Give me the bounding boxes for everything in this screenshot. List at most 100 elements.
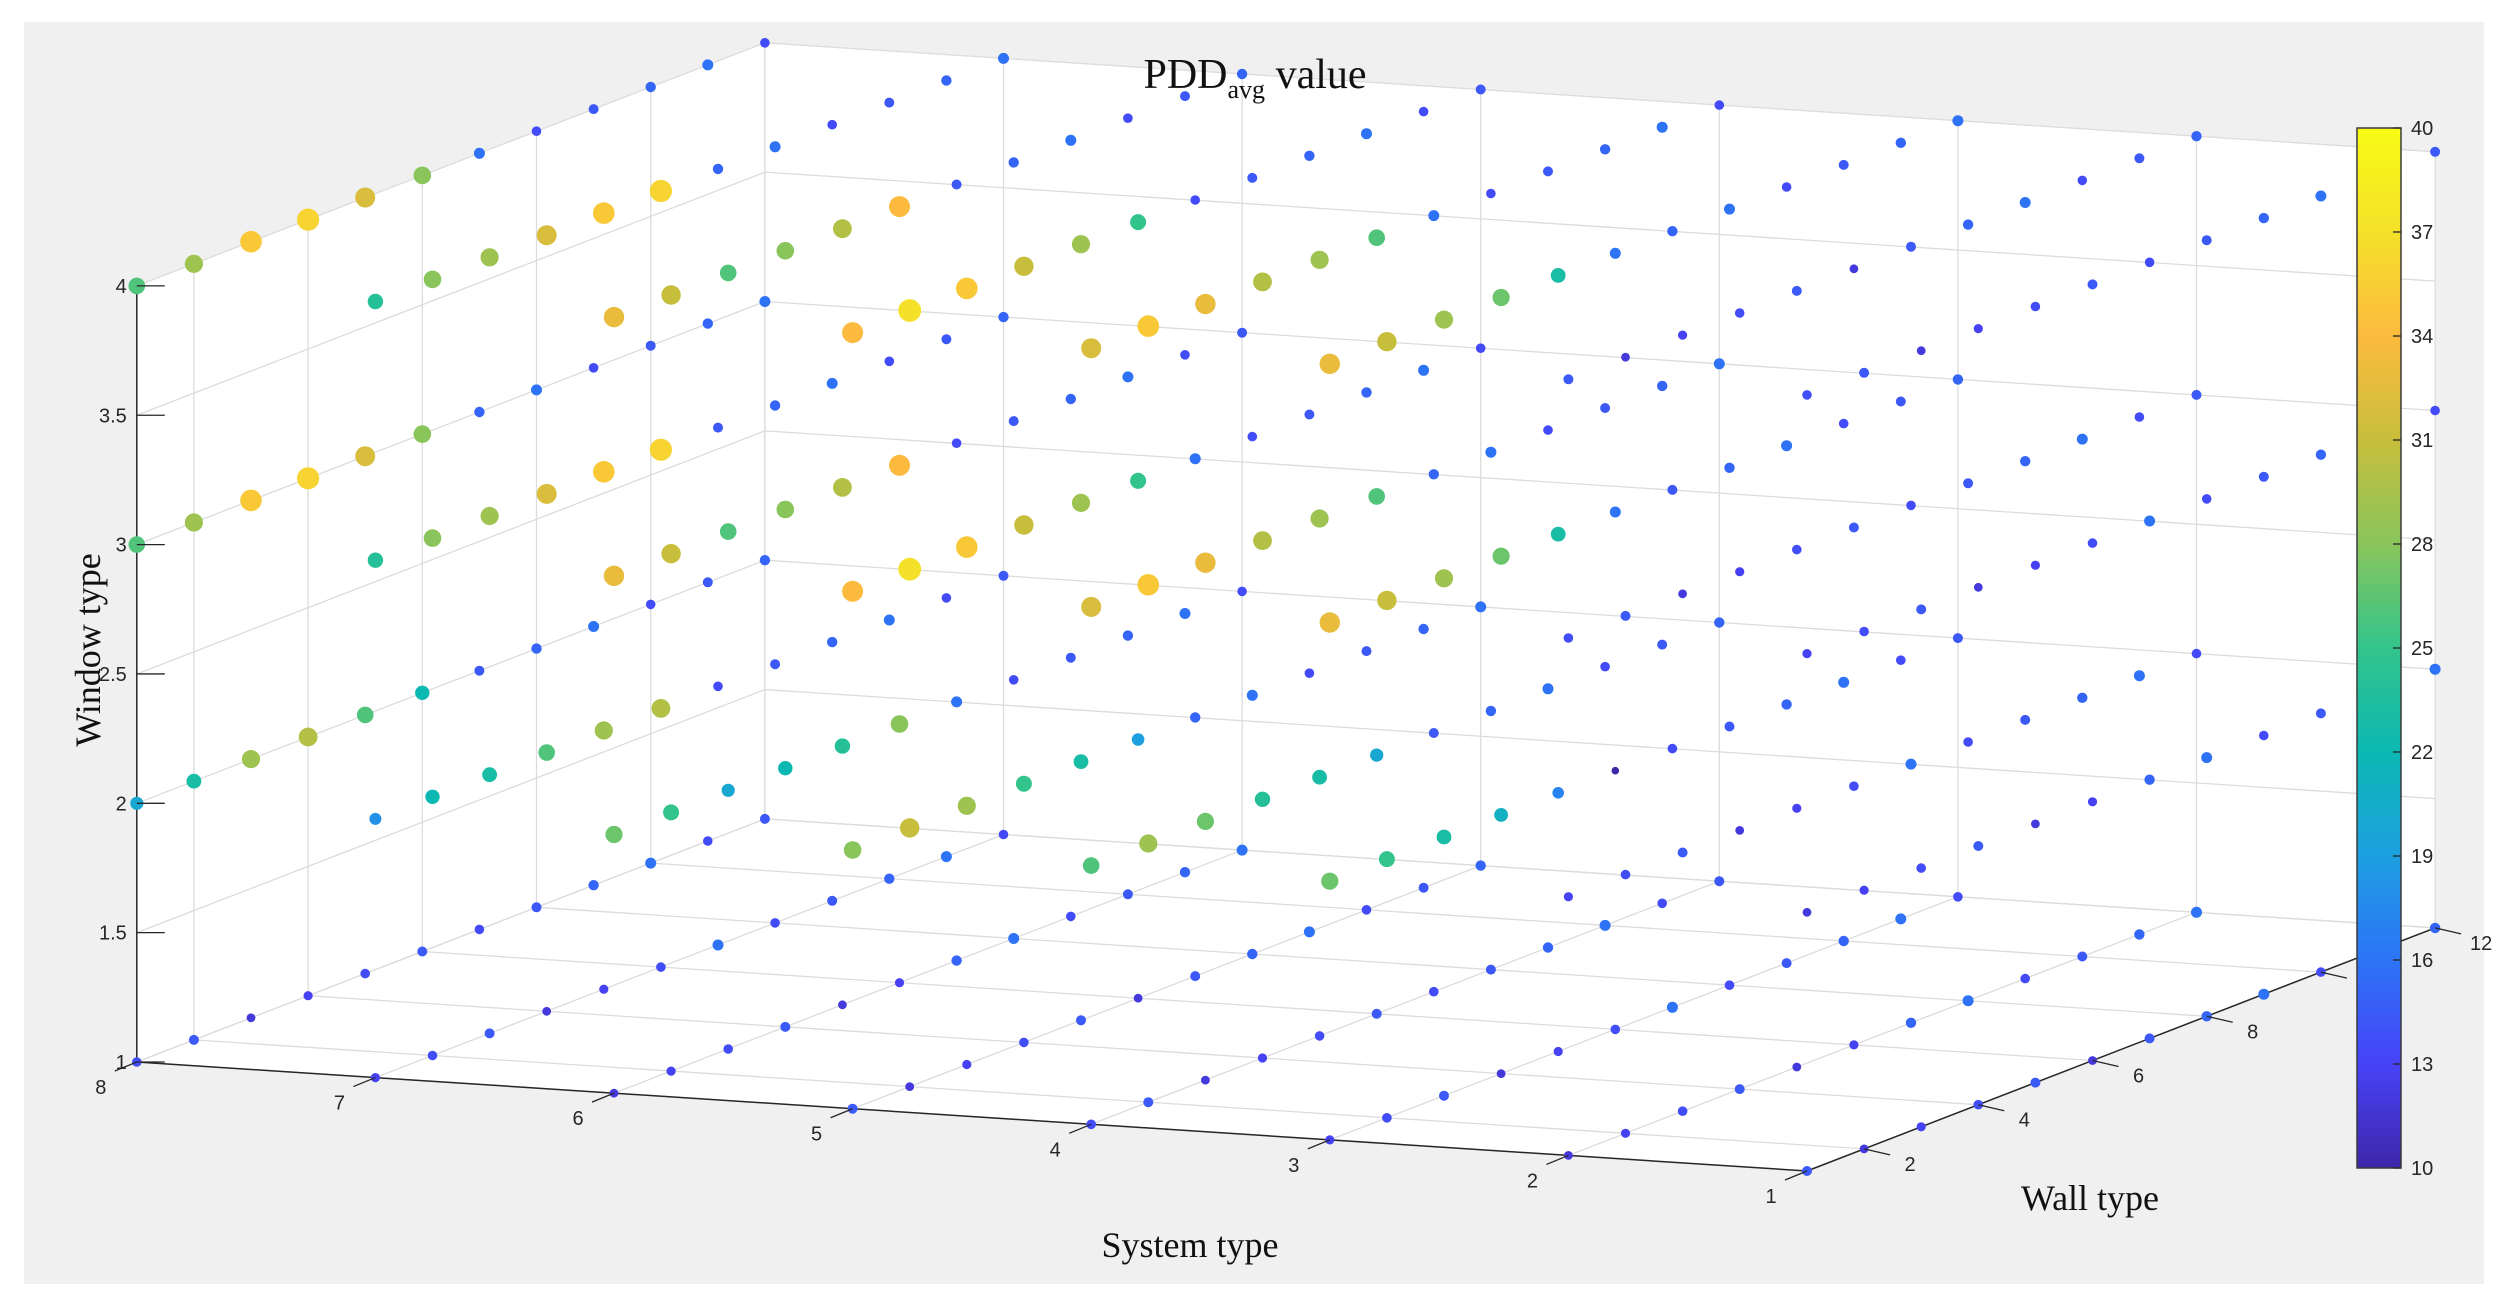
scatter-point	[2087, 797, 2098, 807]
scatter-point	[759, 555, 771, 566]
scatter-point	[1906, 500, 1916, 511]
scatter-point	[1081, 596, 1102, 617]
scatter-point	[1429, 986, 1439, 997]
grid-back-z	[764, 818, 2436, 929]
scatter-point	[1563, 892, 1573, 902]
scatter-point	[1973, 324, 1983, 334]
scatter-point	[847, 1103, 858, 1114]
scatter-point	[842, 322, 864, 344]
scatter-point	[759, 296, 771, 307]
grid-floor-x	[613, 849, 1243, 1094]
x-tick-mark	[1784, 1170, 1808, 1181]
scatter-point	[2144, 515, 2156, 527]
scatter-point	[531, 902, 542, 913]
scatter-point	[760, 38, 770, 48]
scatter-point	[536, 225, 557, 246]
scatter-point	[1667, 484, 1678, 495]
scatter-point	[1246, 689, 1258, 701]
scatter-point	[2020, 714, 2031, 725]
scatter-point	[2030, 1077, 2041, 1088]
scatter-point	[1368, 229, 1385, 246]
scatter-point	[998, 829, 1009, 840]
scatter-point	[1962, 995, 1974, 1007]
scatter-point	[1303, 926, 1315, 938]
scatter-point	[1492, 547, 1510, 565]
scatter-point	[1600, 661, 1610, 672]
scatter-point	[1418, 364, 1430, 376]
scatter-point	[1905, 1017, 1917, 1028]
scatter-point	[240, 230, 262, 253]
scatter-point	[649, 438, 673, 461]
scatter-point	[663, 804, 680, 821]
scatter-point	[1076, 1015, 1086, 1026]
y-axis-line	[1806, 927, 2436, 1172]
scatter-point	[474, 924, 485, 935]
scatter-point	[297, 467, 320, 490]
scatter-point	[2258, 471, 2269, 482]
scatter-point	[297, 208, 320, 231]
y-tick-mark	[2092, 1059, 2119, 1068]
scatter-point	[536, 483, 557, 504]
scatter-point	[900, 818, 920, 838]
scatter-point	[2020, 973, 2030, 984]
scatter-point	[1247, 431, 1258, 442]
scatter-point	[2258, 212, 2269, 224]
scatter-point	[2191, 906, 2202, 918]
scatter-point	[1802, 390, 1812, 400]
scatter-point	[1382, 1113, 1392, 1123]
x-tick-mark	[1307, 1139, 1331, 1150]
scatter-point	[1236, 68, 1248, 80]
scatter-point	[1916, 604, 1927, 615]
colorbar-tick-label: 22	[2411, 742, 2433, 764]
scatter-point	[1620, 1128, 1631, 1138]
scatter-point	[951, 179, 962, 190]
scatter-point	[1361, 387, 1372, 398]
scatter-point	[941, 75, 952, 86]
scatter-point	[599, 984, 609, 994]
scatter-point	[1859, 885, 1869, 895]
scatter-point	[1475, 860, 1486, 871]
scatter-point	[1781, 699, 1792, 710]
colorbar-tick-label: 37	[2411, 222, 2433, 244]
scatter-point	[1418, 623, 1429, 635]
scatter-point	[1418, 106, 1429, 117]
scatter-point	[723, 1044, 733, 1054]
scatter-point	[940, 851, 952, 863]
scatter-point	[2030, 301, 2041, 312]
scatter-point	[2191, 648, 2202, 659]
scatter-point	[1319, 612, 1341, 633]
scatter-point	[1253, 272, 1272, 292]
scatter-point	[1620, 610, 1631, 621]
scatter-point	[1963, 478, 1974, 489]
scatter-point	[2030, 560, 2040, 570]
scatter-point	[367, 552, 384, 568]
scatter-point	[827, 636, 838, 648]
scatter-point	[884, 97, 895, 108]
colorbar-tick-label: 25	[2411, 638, 2433, 660]
scatter-point	[2315, 449, 2327, 460]
y-tick-mark	[2320, 971, 2348, 979]
grid-side-z	[136, 559, 766, 804]
scatter-point	[833, 478, 852, 497]
scatter-point	[1916, 863, 1926, 873]
scatter-point	[2191, 131, 2202, 142]
grid-floor-x	[852, 865, 1481, 1110]
z-tick-label: 4	[116, 276, 127, 298]
scatter-point	[594, 721, 613, 740]
scatter-point	[1310, 509, 1329, 528]
scatter-point	[712, 939, 724, 951]
scatter-point	[1201, 1075, 1210, 1085]
scatter-point	[1190, 712, 1201, 723]
scatter-point	[593, 461, 615, 483]
scatter-point	[1065, 134, 1077, 146]
scatter-point	[645, 340, 656, 351]
scatter-point	[531, 643, 542, 654]
z-tick-label: 1.5	[99, 923, 127, 945]
colorbar-tick-label: 10	[2411, 1158, 2433, 1180]
scatter-point	[2201, 752, 2213, 764]
scatter-point	[413, 166, 432, 185]
scatter-point	[2201, 235, 2212, 246]
scatter-point	[588, 621, 600, 632]
scatter-point	[1247, 948, 1258, 960]
scatter-point	[1130, 214, 1147, 231]
